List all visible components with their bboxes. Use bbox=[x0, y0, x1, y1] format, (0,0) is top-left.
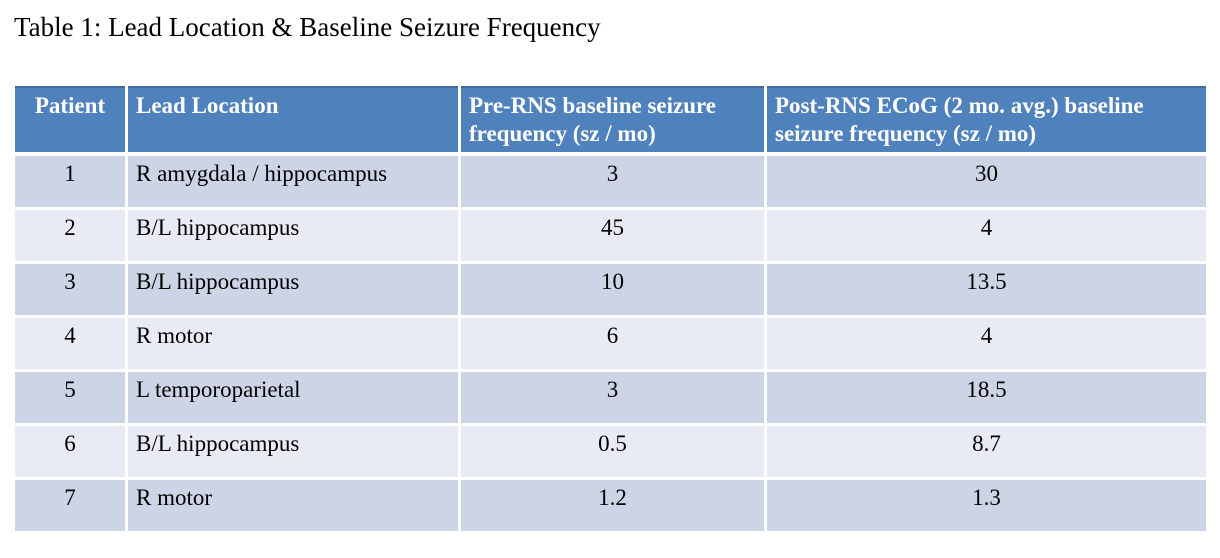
pre-rns-cell: 3 bbox=[458, 152, 767, 210]
lead-location-cell: R amygdala / hippocampus bbox=[125, 152, 461, 210]
pre-rns-cell: 0.5 bbox=[458, 422, 767, 480]
table-row: 3 B/L hippocampus 10 13.5 bbox=[12, 260, 1209, 318]
post-rns-cell: 13.5 bbox=[764, 260, 1209, 318]
table-row: 2 B/L hippocampus 45 4 bbox=[12, 206, 1209, 264]
column-header-pre-rns: Pre-RNS baseline seizure frequency (sz /… bbox=[458, 85, 767, 157]
table-header-row: Patient Lead Location Pre-RNS baseline s… bbox=[12, 85, 1209, 157]
patient-cell: 6 bbox=[12, 422, 128, 480]
table-row: 5 L temporoparietal 3 18.5 bbox=[12, 368, 1209, 426]
post-rns-cell: 18.5 bbox=[764, 368, 1209, 426]
seizure-frequency-table: Patient Lead Location Pre-RNS baseline s… bbox=[12, 85, 1209, 534]
pre-rns-cell: 10 bbox=[458, 260, 767, 318]
pre-rns-cell: 1.2 bbox=[458, 476, 767, 534]
lead-location-cell: R motor bbox=[125, 476, 461, 534]
post-rns-cell: 4 bbox=[764, 206, 1209, 264]
lead-location-cell: B/L hippocampus bbox=[125, 422, 461, 480]
column-header-patient: Patient bbox=[12, 85, 128, 157]
patient-cell: 7 bbox=[12, 476, 128, 534]
table-row: 6 B/L hippocampus 0.5 8.7 bbox=[12, 422, 1209, 480]
lead-location-cell: R motor bbox=[125, 314, 461, 372]
post-rns-cell: 30 bbox=[764, 152, 1209, 210]
column-header-post-rns: Post-RNS ECoG (2 mo. avg.) baseline seiz… bbox=[764, 85, 1209, 157]
lead-location-cell: B/L hippocampus bbox=[125, 260, 461, 318]
table-row: 4 R motor 6 4 bbox=[12, 314, 1209, 372]
patient-cell: 2 bbox=[12, 206, 128, 264]
column-header-lead-location: Lead Location bbox=[125, 85, 461, 157]
post-rns-cell: 4 bbox=[764, 314, 1209, 372]
patient-cell: 1 bbox=[12, 152, 128, 210]
post-rns-cell: 1.3 bbox=[764, 476, 1209, 534]
pre-rns-cell: 45 bbox=[458, 206, 767, 264]
table-row: 7 R motor 1.2 1.3 bbox=[12, 476, 1209, 534]
post-rns-cell: 8.7 bbox=[764, 422, 1209, 480]
lead-location-cell: B/L hippocampus bbox=[125, 206, 461, 264]
pre-rns-cell: 3 bbox=[458, 368, 767, 426]
table-row: 1 R amygdala / hippocampus 3 30 bbox=[12, 152, 1209, 210]
lead-location-cell: L temporoparietal bbox=[125, 368, 461, 426]
pre-rns-cell: 6 bbox=[458, 314, 767, 372]
patient-cell: 4 bbox=[12, 314, 128, 372]
patient-cell: 3 bbox=[12, 260, 128, 318]
table-caption: Table 1: Lead Location & Baseline Seizur… bbox=[14, 12, 601, 42]
patient-cell: 5 bbox=[12, 368, 128, 426]
